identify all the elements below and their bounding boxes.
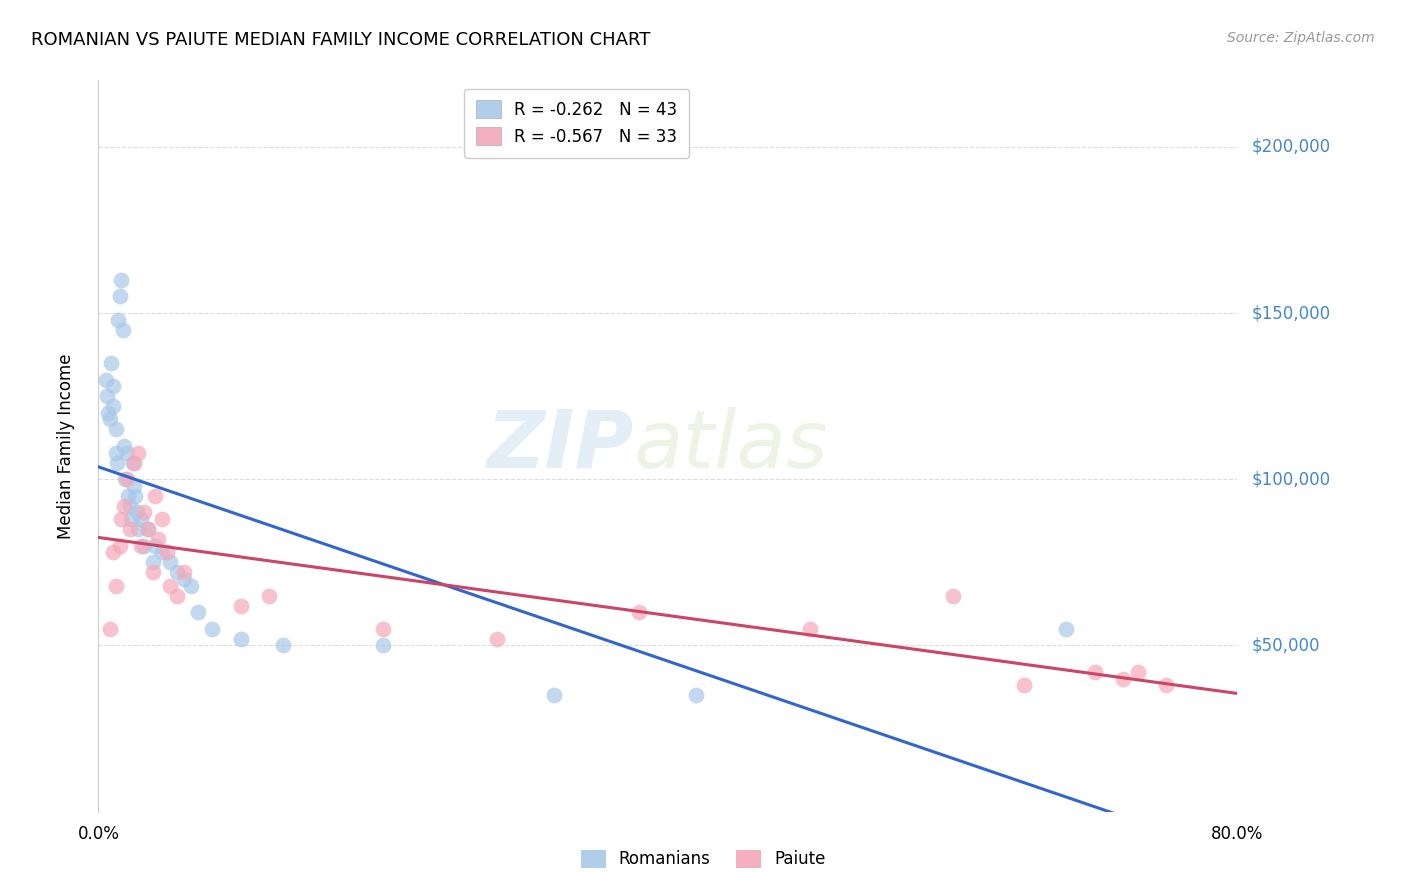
Point: [942, 589, 965, 603]
Point: [141, 566, 163, 580]
Point: [1112, 672, 1135, 686]
Point: [108, 539, 131, 553]
Point: [132, 539, 155, 553]
Point: [148, 532, 170, 546]
Point: [101, 545, 124, 559]
Point: [127, 522, 149, 536]
Point: [100, 356, 122, 370]
Point: [373, 639, 395, 653]
Point: [107, 312, 129, 326]
Point: [115, 472, 138, 486]
Point: [145, 489, 167, 503]
Point: [101, 399, 124, 413]
Point: [122, 479, 145, 493]
Point: [101, 379, 124, 393]
Point: [98, 622, 121, 636]
Point: [486, 632, 509, 646]
Point: [166, 566, 188, 580]
Point: [152, 545, 174, 559]
Point: [120, 512, 142, 526]
Point: [110, 273, 132, 287]
Point: [159, 579, 181, 593]
Point: [187, 605, 209, 619]
Point: [152, 512, 174, 526]
Point: [173, 572, 195, 586]
Point: [129, 539, 152, 553]
Point: [166, 589, 188, 603]
Point: [114, 472, 136, 486]
Text: ZIP: ZIP: [486, 407, 634, 485]
Point: [98, 412, 121, 426]
Y-axis label: Median Family Income: Median Family Income: [56, 353, 75, 539]
Text: $50,000: $50,000: [1251, 637, 1320, 655]
Point: [136, 522, 159, 536]
Point: [125, 506, 148, 520]
Text: ROMANIAN VS PAIUTE MEDIAN FAMILY INCOME CORRELATION CHART: ROMANIAN VS PAIUTE MEDIAN FAMILY INCOME …: [31, 31, 651, 49]
Point: [229, 599, 252, 613]
Point: [97, 406, 120, 420]
Point: [127, 445, 149, 459]
Point: [104, 422, 127, 436]
Point: [229, 632, 252, 646]
Point: [1084, 665, 1107, 679]
Point: [124, 489, 146, 503]
Point: [132, 506, 155, 520]
Point: [156, 545, 179, 559]
Text: Source: ZipAtlas.com: Source: ZipAtlas.com: [1227, 31, 1375, 45]
Point: [110, 512, 132, 526]
Point: [1056, 622, 1078, 636]
Point: [111, 323, 134, 337]
Point: [543, 689, 565, 703]
Point: [159, 555, 181, 569]
Point: [1126, 665, 1149, 679]
Point: [108, 289, 131, 303]
Point: [96, 389, 118, 403]
Point: [799, 622, 821, 636]
Point: [628, 605, 651, 619]
Legend: R = -0.262   N = 43, R = -0.567   N = 33: R = -0.262 N = 43, R = -0.567 N = 33: [464, 88, 689, 158]
Point: [201, 622, 224, 636]
Point: [373, 622, 395, 636]
Point: [136, 522, 159, 536]
Point: [685, 689, 707, 703]
Point: [145, 539, 167, 553]
Text: atlas: atlas: [634, 407, 828, 485]
Point: [122, 456, 145, 470]
Point: [259, 589, 281, 603]
Text: $100,000: $100,000: [1251, 470, 1330, 488]
Point: [115, 445, 138, 459]
Point: [121, 456, 143, 470]
Point: [180, 579, 202, 593]
Point: [129, 512, 152, 526]
Point: [273, 639, 295, 653]
Point: [141, 555, 163, 569]
Point: [104, 445, 127, 459]
Point: [112, 439, 135, 453]
Point: [118, 522, 141, 536]
Text: $150,000: $150,000: [1251, 304, 1330, 322]
Point: [112, 499, 135, 513]
Text: $200,000: $200,000: [1251, 137, 1330, 156]
Point: [105, 456, 128, 470]
Point: [1012, 678, 1035, 692]
Point: [1154, 678, 1177, 692]
Legend: Romanians, Paiute: Romanians, Paiute: [572, 841, 834, 877]
Point: [118, 499, 141, 513]
Point: [94, 372, 117, 386]
Point: [117, 489, 139, 503]
Point: [104, 579, 127, 593]
Point: [173, 566, 195, 580]
